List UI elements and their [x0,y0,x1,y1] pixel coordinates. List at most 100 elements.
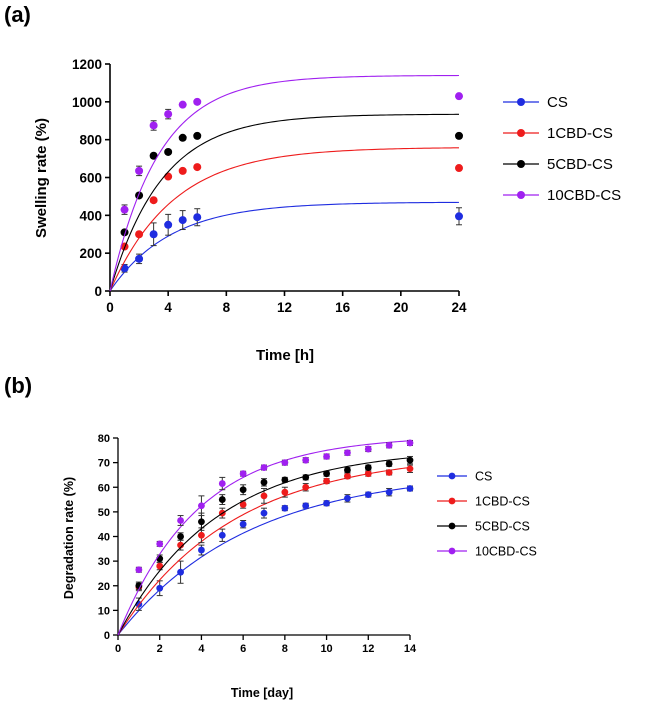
chart-b-ytick-label: 20 [98,581,110,593]
chart-a-legend-marker [517,191,525,199]
panel-a-label: (a) [4,2,31,27]
chart-b-point-2 [239,486,247,494]
chart-b-point-3 [385,441,393,449]
chart-a-point-2 [455,131,463,140]
chart-b-point-2 [385,460,393,468]
chart-b-point-2 [135,582,143,590]
chart-b-point-2 [281,476,289,484]
chart-b-legend-marker [448,522,456,530]
chart-b-ytick-label: 70 [98,458,110,470]
chart-b-point-1 [364,470,372,478]
chart-b-point-0 [323,499,330,507]
chart-b-xtick-label: 4 [198,643,205,655]
chart-b-point-3 [198,502,205,510]
chart-b-point-3 [364,445,372,453]
chart-a-xtick-label: 12 [277,300,292,315]
chart-a-fit-line-0 [109,201,460,292]
chart-b-point-0 [239,520,247,528]
chart-a-point-1 [149,196,158,205]
chart-a-xlabel: Time [h] [256,347,314,364]
chart-a-point-0 [178,216,187,225]
panel-b-label: (b) [4,373,32,398]
chart-b-fit-line-2 [117,457,411,636]
chart-a-point-2 [193,131,202,140]
chart-b-point-3 [281,459,289,467]
chart-b-legend-label: 10CBD-CS [475,545,537,559]
chart-b-xtick-label: 12 [362,643,374,655]
chart-b-point-2 [177,533,184,540]
chart-b-legend-marker [448,497,456,505]
chart-a-ytick-label: 600 [79,171,102,186]
chart-a-xtick-label: 8 [223,300,231,315]
chart-b-legend-label: 1CBD-CS [475,495,530,509]
chart-a-point-1 [193,163,202,172]
chart-b-point-1 [198,531,205,539]
chart-a-xtick-label: 20 [393,300,408,315]
chart-a-xtick-label: 0 [106,300,114,315]
chart-a-ytick-label: 0 [94,284,102,299]
chart-b-point-2 [344,466,351,474]
chart-b-point-0 [385,488,393,496]
chart-a-legend-marker [517,129,525,137]
chart-b-point-0 [302,502,310,510]
chart-b-point-1 [406,465,414,473]
chart-a-ytick-label: 200 [79,246,102,261]
chart-b-ytick-label: 50 [98,507,110,519]
chart-a-legend-marker [517,98,525,106]
chart-a-fit-line-3 [109,74,460,292]
chart-b-point-0 [344,494,351,502]
chart-b-ytick-label: 60 [98,482,110,494]
chart-a-legend: CS 1CBD-CS 5CBD-CS 10CBD-CS [503,94,621,204]
chart-b-xtick-label: 6 [240,643,246,655]
chart-b-point-0 [177,568,184,576]
chart-a-legend-marker [517,160,525,168]
chart-a-ytick-label: 800 [79,133,102,148]
chart-b-ytick-label: 0 [104,630,110,642]
chart-b-point-3 [302,456,310,464]
chart-b-ytick-label: 10 [98,605,110,617]
chart-b-point-0 [218,531,226,539]
chart-b-point-3 [218,480,226,487]
chart-a-point-3 [135,166,144,175]
chart-b-ytick-label: 80 [98,433,110,445]
chart-b-point-3 [406,439,414,447]
chart-b-ylabel: Degradation rate (%) [62,477,76,599]
chart-b-point-2 [364,464,372,471]
chart-a-point-1 [135,230,144,239]
chart-b-point-1 [177,541,184,549]
chart-a-point-2 [149,151,158,160]
chart-a-point-3 [455,92,463,101]
chart-a-point-2 [178,133,187,142]
chart-b-point-1 [281,488,289,496]
chart-a-legend-label: CS [547,94,568,111]
chart-b-point-3 [135,566,143,574]
chart-a-legend-label: 1CBD-CS [547,125,613,142]
chart-b-ytick-label: 30 [98,556,110,568]
chart-b-legend: CS 1CBD-CS 5CBD-CS 10CBD-CS [437,470,537,559]
chart-a-point-0 [455,212,463,221]
chart-a-ytick-label: 400 [79,208,102,223]
chart-b-point-3 [239,470,247,478]
chart-a-point-3 [164,110,173,119]
chart-b-point-2 [406,456,414,464]
chart-b-xtick-label: 0 [115,643,121,655]
chart-b-point-1 [302,483,310,491]
chart-a-fit-line-1 [109,147,460,292]
chart-b-fit-line-0 [117,487,411,636]
chart-a-point-0 [193,213,202,222]
chart-b-point-0 [260,509,268,517]
chart-b-point-3 [323,453,330,460]
chart-b-point-1 [344,472,351,480]
chart-a-point-1 [178,166,187,175]
chart-b-xtick-label: 2 [157,643,163,655]
chart-b-point-0 [198,546,205,554]
chart-b-point-0 [156,584,164,592]
chart-b-point-0 [281,504,289,512]
chart-a-xtick-label: 24 [451,300,467,315]
chart-a-ylabel: Swelling rate (%) [33,118,50,238]
chart-a-point-3 [120,205,129,214]
chart-b-xtick-label: 10 [320,643,332,655]
chart-a-legend-label: 5CBD-CS [547,156,613,173]
chart-b: 0 2 4 6 8 10 12 14 0 10 20 30 40 50 60 70 80 [98,433,417,655]
